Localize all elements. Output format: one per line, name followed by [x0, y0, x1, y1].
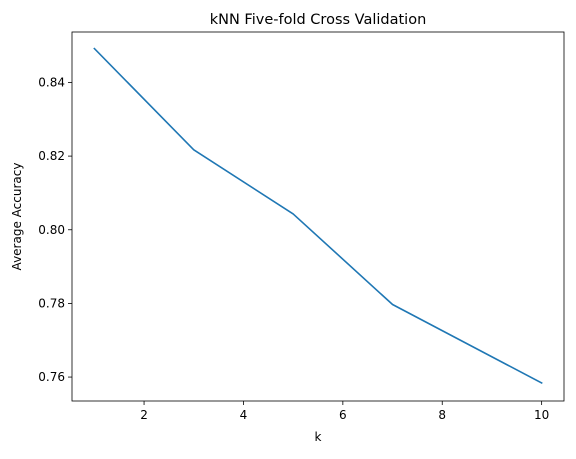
x-tick-label: 6: [339, 408, 347, 422]
y-axis-label: Average Accuracy: [10, 163, 24, 271]
chart-title: kNN Five-fold Cross Validation: [210, 12, 427, 28]
x-tick-label: 2: [140, 408, 148, 422]
x-tick-label: 4: [240, 408, 248, 422]
y-tick-label: 0.82: [38, 149, 65, 163]
y-tick-label: 0.84: [38, 75, 65, 89]
y-tick-label: 0.80: [38, 223, 65, 237]
x-tick-label: 10: [534, 408, 549, 422]
y-tick-label: 0.76: [38, 370, 65, 384]
y-tick-label: 0.78: [38, 296, 65, 310]
x-axis-label: k: [315, 430, 322, 444]
x-tick-label: 8: [438, 408, 446, 422]
